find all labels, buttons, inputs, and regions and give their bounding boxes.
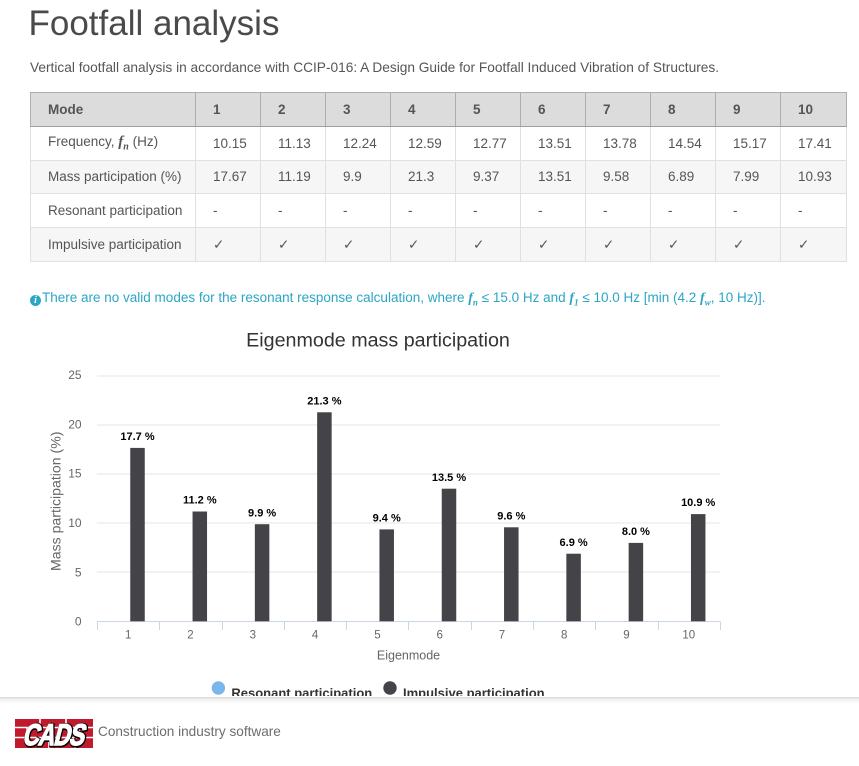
svg-text:Resonant participation: Resonant participation	[231, 685, 372, 696]
svg-text:11.2 %: 11.2 %	[183, 495, 217, 507]
svg-text:5: 5	[374, 630, 380, 642]
svg-text:9: 9	[623, 630, 629, 642]
svg-text:9.4 %: 9.4 %	[373, 513, 401, 525]
svg-text:9.6 %: 9.6 %	[497, 510, 525, 522]
svg-text:4: 4	[312, 630, 319, 642]
svg-text:10: 10	[682, 630, 695, 642]
svg-text:Impulsive participation: Impulsive participation	[403, 685, 545, 696]
svg-text:2: 2	[187, 630, 193, 642]
svg-text:CADS: CADS	[21, 719, 90, 748]
svg-text:1: 1	[125, 630, 131, 642]
svg-text:17.7 %: 17.7 %	[120, 431, 154, 443]
svg-text:8.0 %: 8.0 %	[622, 526, 650, 538]
svg-text:5: 5	[75, 566, 82, 580]
svg-text:Mass participation (%): Mass participation (%)	[48, 432, 64, 571]
svg-text:7: 7	[499, 630, 505, 642]
svg-text:Eigenmode mass participation: Eigenmode mass participation	[246, 330, 510, 352]
svg-text:8: 8	[561, 630, 567, 642]
svg-text:9.9 %: 9.9 %	[248, 507, 276, 519]
svg-text:25: 25	[68, 368, 82, 382]
svg-text:13.5 %: 13.5 %	[432, 472, 466, 484]
svg-text:6.9 %: 6.9 %	[560, 537, 588, 549]
svg-text:20: 20	[68, 418, 82, 432]
svg-text:10.9 %: 10.9 %	[681, 497, 715, 509]
svg-text:3: 3	[250, 630, 256, 642]
svg-text:Eigenmode: Eigenmode	[377, 648, 440, 662]
svg-text:CADS: CADS	[20, 719, 89, 748]
svg-text:10: 10	[68, 516, 82, 530]
svg-text:15: 15	[68, 467, 82, 481]
svg-text:6: 6	[436, 630, 442, 642]
svg-text:21.3 %: 21.3 %	[307, 395, 341, 407]
svg-text:0: 0	[75, 615, 82, 629]
